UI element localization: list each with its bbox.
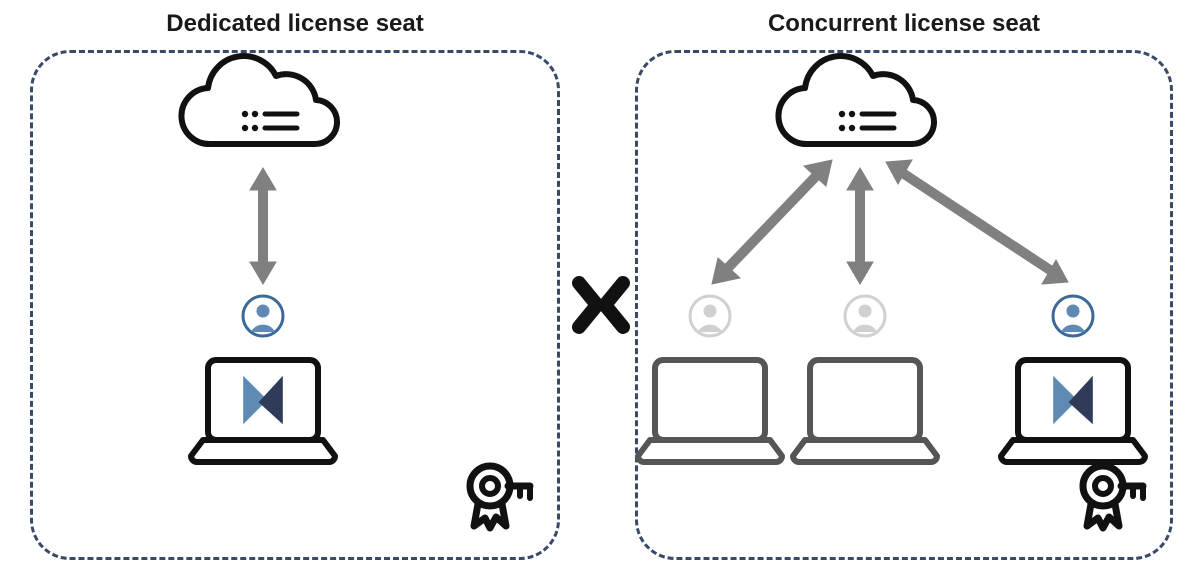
laptop-icon bbox=[793, 360, 937, 462]
arrows-group bbox=[250, 160, 1068, 284]
user-icon bbox=[243, 296, 283, 336]
cloud-server-icon bbox=[778, 56, 934, 144]
laptop-icon bbox=[1001, 360, 1145, 462]
license-key-icon bbox=[1083, 466, 1143, 528]
user-icon bbox=[690, 296, 730, 336]
license-key-icon bbox=[470, 466, 530, 528]
user-icon bbox=[1053, 296, 1093, 336]
svg-layer bbox=[0, 0, 1203, 582]
laptop-icon bbox=[191, 360, 335, 462]
laptop-icon bbox=[638, 360, 782, 462]
separator-x-icon bbox=[579, 283, 623, 327]
user-icon bbox=[845, 296, 885, 336]
diagram-stage: Dedicated license seat Concurrent licens… bbox=[0, 0, 1203, 582]
cloud-server-icon bbox=[181, 56, 337, 144]
